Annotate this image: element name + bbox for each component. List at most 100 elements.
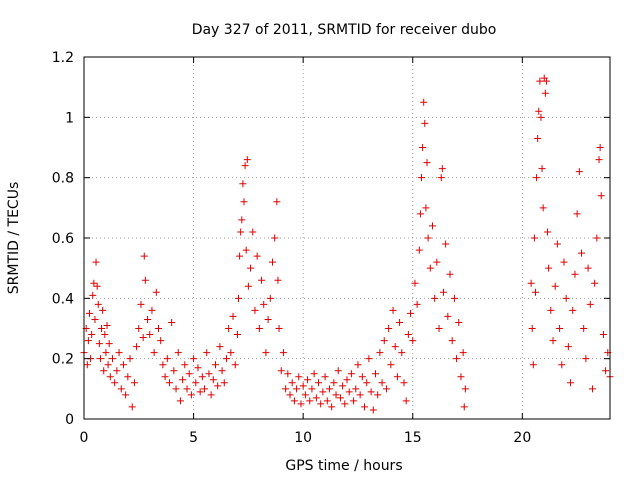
y-axis-ticks: 0 0.2 0.4 0.6 0.8 1 1.2 (52, 50, 610, 428)
data-point (174, 349, 182, 357)
data-point (558, 361, 566, 369)
data-point (236, 252, 244, 260)
data-point (409, 337, 417, 345)
data-point (536, 77, 544, 85)
data-point (356, 391, 364, 399)
data-point (117, 385, 125, 393)
data-point (530, 234, 538, 242)
data-point (235, 294, 243, 302)
data-point (98, 325, 106, 332)
data-point (304, 376, 312, 384)
data-point (407, 309, 415, 317)
data-point (152, 288, 160, 296)
data-point (172, 385, 180, 393)
x-tick-label: 15 (404, 430, 422, 446)
data-point (284, 370, 292, 378)
data-point (334, 367, 342, 375)
data-point (229, 312, 237, 320)
data-point (323, 397, 331, 405)
data-point (423, 159, 431, 167)
y-tick-label: 0.8 (52, 171, 74, 187)
data-point (567, 379, 575, 387)
data-point (564, 343, 572, 351)
x-tick-label: 5 (189, 430, 198, 446)
data-point (203, 349, 211, 357)
data-point (306, 397, 314, 405)
data-point (91, 315, 99, 323)
data-point (231, 361, 239, 369)
y-tick-label: 1 (65, 110, 74, 126)
data-point (435, 325, 443, 332)
data-point (274, 276, 282, 284)
data-point (315, 379, 323, 387)
data-point (271, 234, 279, 242)
data-point (547, 306, 555, 314)
data-point (128, 403, 136, 411)
data-point (461, 385, 469, 393)
data-point (385, 325, 393, 332)
data-point (88, 331, 96, 339)
data-point (273, 198, 281, 206)
data-point (163, 355, 171, 363)
data-point (113, 367, 121, 375)
data-point (196, 388, 204, 396)
data-point (341, 400, 349, 408)
x-tick-label: 20 (513, 430, 531, 446)
data-point (137, 300, 145, 308)
data-point (95, 340, 103, 348)
data-point (92, 258, 100, 266)
data-point (330, 379, 338, 387)
data-point (551, 282, 559, 290)
data-point (578, 249, 586, 257)
data-point (545, 264, 553, 272)
data-point (277, 367, 285, 375)
data-point (439, 288, 447, 296)
data-point (102, 349, 110, 357)
data-point (99, 306, 107, 314)
data-point (209, 376, 217, 384)
data-point (251, 306, 259, 314)
data-point (596, 144, 604, 151)
data-point (415, 246, 423, 254)
data-point (420, 98, 428, 106)
data-point (446, 270, 454, 278)
data-point (103, 321, 111, 329)
data-point (345, 388, 353, 396)
data-point (104, 361, 112, 369)
data-point (431, 294, 439, 302)
data-point (299, 382, 307, 390)
data-point (135, 325, 143, 332)
data-point (438, 165, 446, 173)
data-point (249, 228, 257, 236)
data-point (541, 89, 549, 97)
data-point (460, 403, 468, 411)
data-point (400, 379, 408, 387)
data-point (374, 391, 382, 399)
data-point (418, 174, 426, 182)
data-point (317, 400, 325, 408)
data-point (179, 376, 187, 384)
data-point (444, 312, 452, 320)
data-point (573, 210, 581, 218)
data-point (279, 349, 287, 357)
y-tick-label: 1.2 (52, 50, 74, 66)
data-point (389, 306, 397, 314)
data-point (361, 403, 369, 411)
data-point (442, 240, 450, 248)
data-point (455, 318, 463, 326)
data-point (130, 379, 138, 387)
data-point (85, 309, 93, 317)
data-point (402, 397, 410, 405)
data-point (190, 355, 198, 363)
data-point (139, 334, 147, 342)
data-point (94, 300, 102, 308)
data-point (227, 349, 235, 357)
data-point (424, 234, 432, 242)
data-point (539, 204, 547, 212)
data-point (416, 210, 424, 218)
data-point (599, 331, 607, 339)
data-point (371, 370, 379, 378)
data-point (538, 165, 546, 173)
data-point (339, 382, 347, 390)
